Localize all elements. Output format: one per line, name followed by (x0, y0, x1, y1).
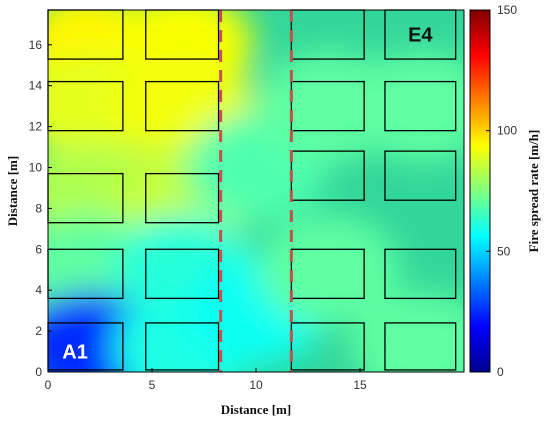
colorbar-label: Fire spread rate [m/h] (526, 130, 541, 253)
y-tick-label: 10 (29, 160, 43, 174)
building-outline (290, 322, 365, 371)
y-tick-label: 2 (35, 324, 42, 338)
x-axis-label: Distance [m] (221, 402, 291, 417)
area-label-a1: A1 (62, 342, 88, 364)
y-tick-label: 8 (35, 201, 42, 215)
x-axis-ticks: 0 5 10 15 (45, 368, 367, 392)
heat-sample (352, 51, 464, 162)
building-outline (384, 150, 457, 201)
y-tick-label: 12 (29, 120, 43, 134)
colorbar-tick-label: 100 (497, 124, 517, 138)
building-outline (384, 248, 457, 300)
building-outline (384, 80, 457, 132)
y-tick-label: 4 (35, 283, 42, 297)
building-outline (145, 248, 220, 300)
colorbar-ticks: 0 50 100 150 (486, 3, 517, 379)
plot-area: A1 E4 (47, 9, 465, 373)
building-outline (145, 322, 220, 371)
y-axis-ticks: 0 2 4 6 8 10 12 14 16 (29, 38, 52, 379)
y-tick-label: 6 (35, 242, 42, 256)
building-outline (290, 80, 365, 132)
building-outline (384, 322, 457, 371)
y-tick-label: 16 (29, 38, 43, 52)
building-outline (145, 80, 220, 132)
y-tick-label: 0 (35, 365, 42, 379)
x-tick-label: 0 (45, 378, 52, 392)
colorbar-gradient (469, 9, 491, 373)
colorbar: 0 50 100 150 Fire spread rate [m/h] (469, 3, 541, 379)
area-label-e4: E4 (408, 25, 433, 47)
x-tick-label: 5 (149, 378, 156, 392)
heat-sample (352, 292, 464, 372)
x-tick-label: 15 (353, 378, 367, 392)
colorbar-tick-label: 150 (497, 3, 517, 17)
area-annotations: A1 E4 (62, 25, 433, 364)
y-tick-label: 14 (29, 79, 43, 93)
building-outline (145, 172, 220, 224)
y-axis-label: Distance [m] (5, 156, 20, 226)
colorbar-tick-label: 50 (497, 244, 511, 258)
x-tick-label: 10 (249, 378, 263, 392)
firebreak-lines (219, 10, 293, 372)
colorbar-tick-label: 0 (497, 365, 504, 379)
